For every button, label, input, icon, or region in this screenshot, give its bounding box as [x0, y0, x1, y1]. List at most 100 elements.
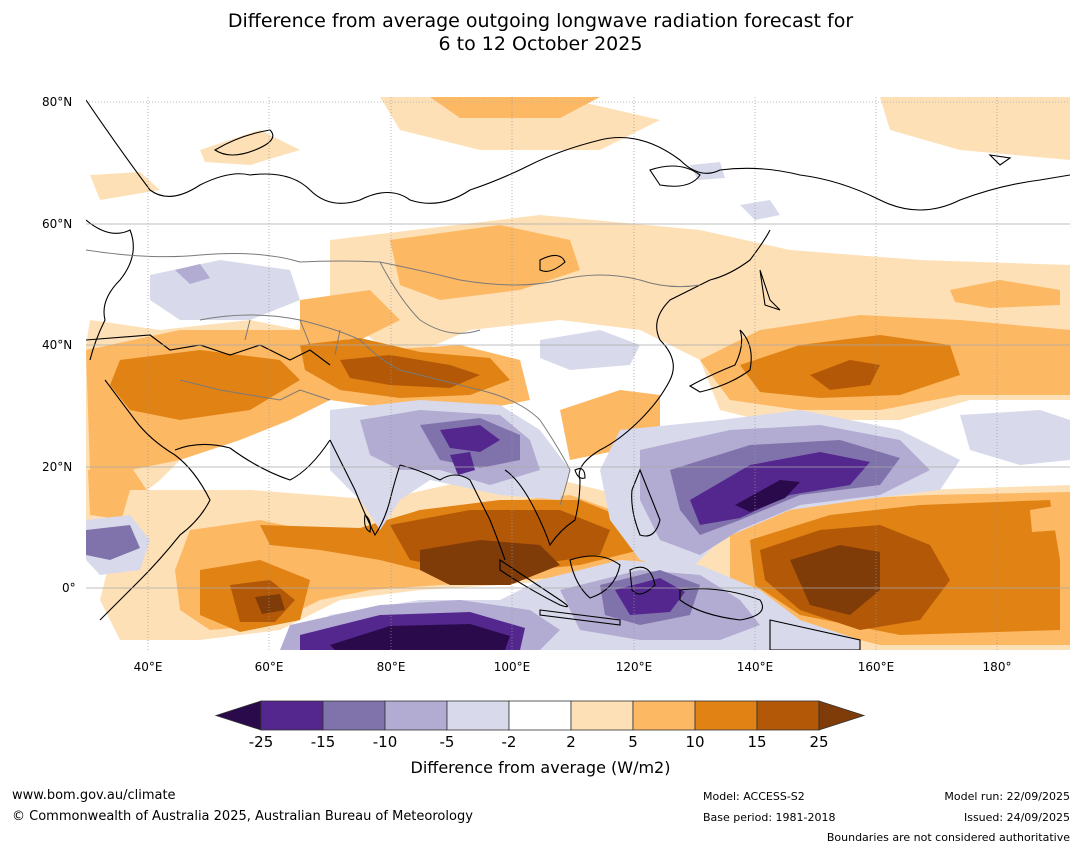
coastline	[399, 464, 506, 561]
anomaly-region	[86, 215, 1070, 520]
colorbar-segment	[508, 700, 572, 731]
coastline	[504, 279, 711, 547]
colorbar-extend-low	[214, 700, 262, 731]
coastline	[86, 334, 331, 366]
border	[86, 249, 701, 288]
anomaly-region	[735, 480, 800, 512]
anomaly-region	[615, 578, 685, 615]
anomaly-region	[390, 225, 580, 300]
title-line-1: Difference from average outgoing longwav…	[227, 10, 854, 32]
lat-label-equator: 0°	[62, 581, 76, 595]
coastline	[574, 468, 586, 479]
coastline	[769, 619, 861, 650]
coastline	[499, 558, 569, 608]
anomaly-region	[420, 540, 560, 585]
colorbar-tick: -10	[372, 733, 398, 751]
lon-label-180: 180°	[982, 660, 1012, 674]
lon-label-160e: 160°E	[857, 660, 895, 674]
colorbar-segment	[694, 700, 758, 731]
lon-label-100e: 100°E	[493, 660, 531, 674]
colorbar-segment	[632, 700, 696, 731]
coastline	[688, 329, 752, 393]
anomaly-region	[110, 350, 300, 420]
coastline	[213, 129, 274, 156]
colorbar-tick: -5	[439, 733, 455, 751]
coastline	[679, 588, 764, 621]
coastline	[631, 468, 661, 537]
coastline	[86, 99, 1070, 211]
anomaly-region	[255, 594, 285, 614]
anomaly-region	[90, 172, 160, 200]
anomaly-region	[810, 360, 880, 390]
lon-label-60e: 60°E	[254, 660, 284, 674]
lat-label-60n: 60°N	[42, 217, 73, 231]
lon-label-120e: 120°E	[615, 660, 653, 674]
colorbar-tick: 5	[628, 733, 638, 751]
colorbar-segment	[260, 700, 324, 731]
colorbar	[214, 700, 866, 731]
anomaly-region	[340, 355, 480, 388]
colorbar-tick: -15	[310, 733, 336, 751]
anomaly-region	[880, 97, 1070, 160]
website-link[interactable]: www.bom.gov.au/climate	[12, 788, 176, 803]
colorbar-extend-high	[818, 700, 866, 731]
model-name: Model: ACCESS-S2	[703, 790, 805, 803]
colorbar-segment	[570, 700, 634, 731]
coastlines	[86, 99, 1070, 650]
coastline	[329, 439, 401, 537]
coastline	[629, 566, 656, 595]
colorbar-tick: 10	[685, 733, 705, 751]
coastline	[539, 254, 566, 272]
copyright-text: © Commonwealth of Australia 2025, Austra…	[12, 809, 473, 824]
anomaly-fields	[86, 97, 1070, 650]
issued-date: Issued: 24/09/2025	[963, 811, 1070, 824]
colorbar-segment	[756, 700, 820, 731]
negative-anomalies	[86, 162, 1070, 650]
lat-label-20n: 20°N	[42, 460, 73, 474]
anomaly-region	[300, 290, 400, 340]
colorbar-segment	[322, 700, 386, 731]
chart-title: Difference from average outgoing longwav…	[0, 10, 1081, 56]
country-borders	[86, 249, 701, 506]
coastline	[569, 555, 621, 599]
colorbar-tick: 25	[809, 733, 829, 751]
model-run-date: Model run: 22/09/2025	[944, 790, 1070, 803]
anomaly-region	[175, 264, 210, 284]
colorbar-label: Difference from average (W/m2)	[410, 758, 671, 777]
anomaly-region	[1030, 505, 1062, 532]
coastline	[649, 165, 701, 187]
colorbar-segment	[446, 700, 510, 731]
anomaly-region	[960, 410, 1070, 465]
coastline	[86, 219, 134, 361]
lon-label-40e: 40°E	[133, 660, 163, 674]
graticule	[147, 97, 998, 650]
anomaly-region	[450, 452, 475, 475]
coastline	[539, 609, 621, 626]
coastline	[364, 514, 371, 533]
base-period: Base period: 1981-2018	[703, 811, 836, 824]
border	[244, 319, 341, 356]
coastline	[99, 379, 211, 621]
colorbar-tick: -25	[248, 733, 274, 751]
title-line-2: 6 to 12 October 2025	[438, 33, 643, 55]
coastline	[988, 154, 1012, 166]
anomaly-region	[86, 525, 140, 560]
anomaly-region	[540, 330, 640, 370]
anomaly-region	[950, 280, 1060, 308]
anomaly-region	[690, 162, 725, 180]
colorbar-tick: -2	[501, 733, 517, 751]
border	[539, 419, 571, 506]
coastline	[709, 229, 771, 281]
border	[179, 379, 331, 401]
boundaries-disclaimer: Boundaries are not considered authoritat…	[826, 831, 1070, 844]
colorbar-tick: 2	[566, 733, 576, 751]
anomaly-region	[200, 130, 300, 165]
lat-label-80n: 80°N	[42, 95, 73, 109]
lon-label-140e: 140°E	[736, 660, 774, 674]
anomaly-region	[330, 624, 510, 650]
anomaly-region	[440, 425, 500, 452]
border	[199, 314, 541, 421]
lat-label-40n: 40°N	[42, 338, 73, 352]
anomaly-region	[740, 200, 780, 220]
graticule-lat	[86, 101, 1070, 589]
